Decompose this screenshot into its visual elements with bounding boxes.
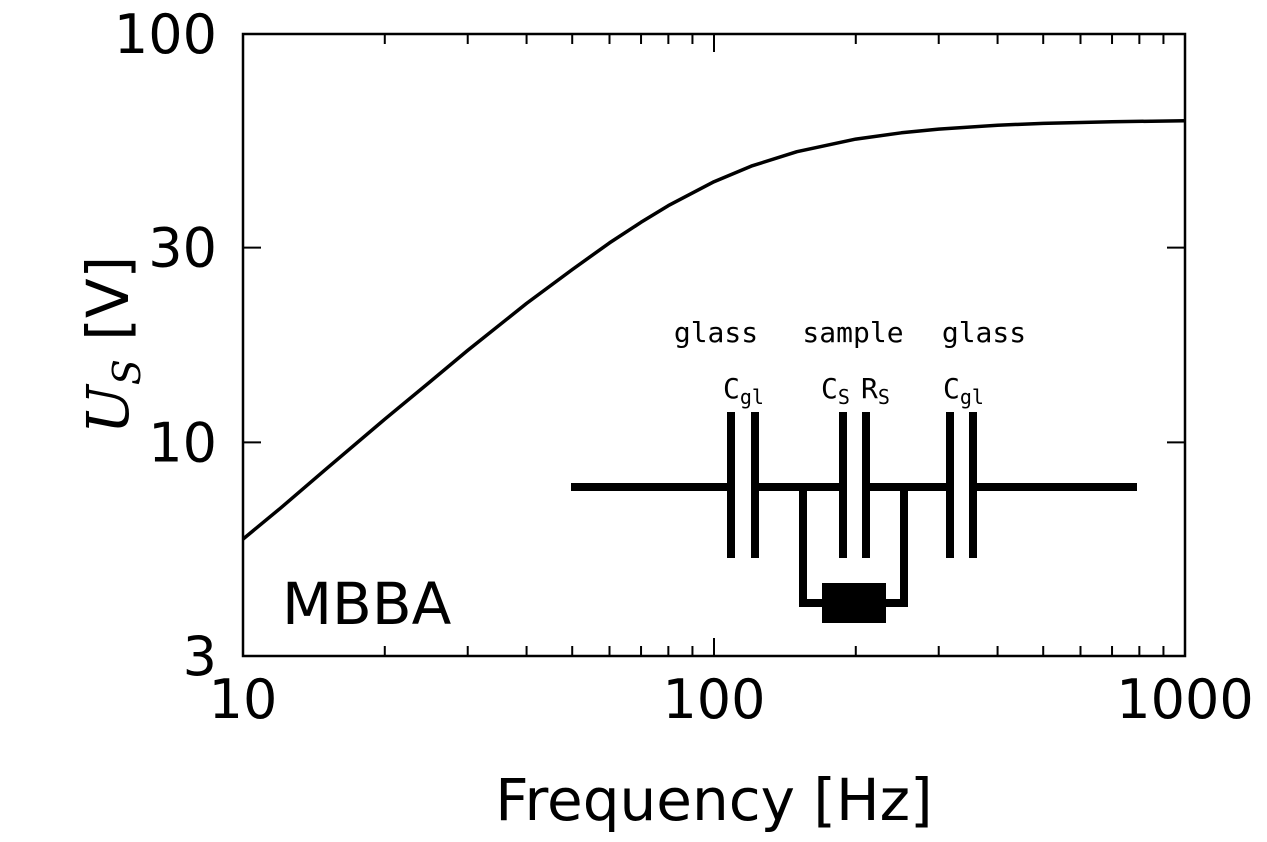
inset-component-rs-main: R (861, 372, 878, 405)
tick-marks (242, 33, 1186, 657)
capacitor-plates (727, 412, 977, 558)
y-tick-label-100: 100 (114, 3, 217, 66)
inset-component-rs-sub: S (878, 385, 890, 409)
circuit-wiring (571, 483, 1137, 607)
inset-label-glass-right: glass (942, 316, 1026, 349)
inset-component-cgl-right: Cgl (943, 372, 984, 409)
x-tick-label-10: 10 (209, 668, 278, 731)
resistor-rs (822, 583, 886, 623)
inset-component-cgl-right-sub: gl (960, 385, 984, 409)
inset-component-cgl-left-main: C (723, 372, 740, 405)
x-tick-label-100: 100 (662, 668, 765, 731)
sample-annotation: MBBA (282, 570, 452, 638)
inset-component-cs-main: C (821, 372, 838, 405)
inset-component-cgl-left: Cgl (723, 372, 764, 409)
y-axis-title-symbol: U (74, 383, 142, 434)
wire-resistor-loop-right (886, 487, 908, 607)
inset-component-cs: CS (821, 372, 850, 409)
inset-component-cs-sub: S (838, 385, 850, 409)
inset-component-rs: RS (861, 372, 890, 409)
y-axis-title-unit: [V] (74, 256, 142, 359)
y-tick-label-30: 30 (148, 217, 217, 280)
y-tick-label-3: 3 (183, 625, 217, 688)
x-tick-label-1000: 1000 (1116, 668, 1253, 731)
inset-label-sample: sample (802, 316, 903, 349)
x-axis-title: Frequency [Hz] (495, 766, 932, 834)
inset-component-cgl-left-sub: gl (740, 385, 764, 409)
inset-label-glass-left: glass (674, 316, 758, 349)
y-axis-title-subscript: S (105, 359, 149, 385)
wire-resistor-loop (799, 487, 822, 607)
y-axis-title: US [V] (74, 256, 149, 434)
inset-component-cgl-right-main: C (943, 372, 960, 405)
series-line-us (241, 119, 1186, 541)
circuit-inset: glass sample glass Cgl CS RS Cgl (571, 316, 1137, 623)
tick-labels: 3 10 30 100 10 100 1000 (114, 3, 1254, 731)
y-tick-label-10: 10 (148, 411, 217, 474)
